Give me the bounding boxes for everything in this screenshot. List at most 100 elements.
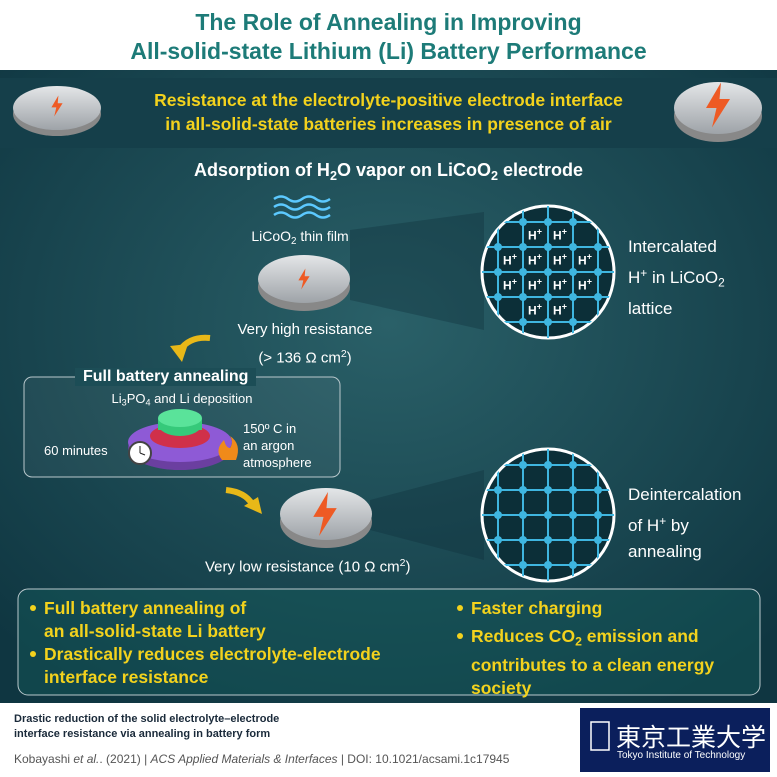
ion-label: H+	[553, 252, 567, 268]
text: Drastically reduces electrolyte-electrod…	[44, 644, 381, 664]
text: PO	[126, 391, 146, 406]
text: )	[405, 558, 411, 576]
title: The Role of Annealing in Improving All-so…	[0, 8, 777, 66]
banner-text: Resistance at the electrolyte-positive e…	[0, 88, 777, 136]
banner-line: Resistance at the electrolyte-positive e…	[154, 90, 623, 110]
lattice-node	[544, 536, 552, 544]
banner-line: in all-solid-state batteries increases i…	[165, 114, 612, 134]
caption: Drastic reduction of the solid electroly…	[14, 712, 279, 742]
summary-left: Full battery annealing of an all-solid-s…	[30, 597, 381, 689]
arrow-head	[244, 497, 262, 514]
deposition: Li3PO4 and Li deposition	[24, 391, 340, 408]
lattice-node	[519, 536, 527, 544]
text: Intercalated	[628, 237, 717, 256]
lattice-node	[569, 511, 577, 519]
subscript: 2	[718, 275, 725, 290]
lattice-node	[519, 243, 527, 251]
lattice-node	[494, 536, 502, 544]
text: ACS Applied Materials & Interfaces	[150, 752, 338, 766]
bullet	[457, 633, 463, 639]
logo-box	[580, 708, 770, 772]
lattice-node	[569, 268, 577, 276]
logo-subtext: Tokyo Institute of Technology	[617, 750, 746, 761]
text: atmosphere	[243, 455, 312, 470]
annealing-title: Full battery annealing	[75, 368, 257, 386]
summary-box	[17, 588, 761, 696]
text: Reduces CO	[471, 626, 576, 646]
intercalated-label: Intercalated H+ in LiCoO2 lattice	[628, 234, 725, 322]
text: LiCoO	[251, 228, 292, 244]
ion-label: H+	[553, 302, 567, 318]
lattice-node	[594, 268, 602, 276]
lattice-node	[544, 293, 552, 301]
superscript: +	[640, 266, 648, 280]
lattice-intercalated: H+ H+H+ H+ H+ H+H+ H+ H+ H+H+ H+	[480, 204, 616, 340]
lattice-node	[494, 511, 502, 519]
text: contributes to a clean energy	[471, 654, 715, 675]
condition: 150º C in an argon atmosphere	[243, 420, 312, 471]
deintercalation-label: Deintercalation of H+ by annealing	[628, 482, 741, 565]
text: emission and	[581, 626, 699, 646]
annealing-device	[128, 409, 238, 470]
text: )	[346, 349, 352, 367]
lattice-node	[494, 243, 502, 251]
text: and Li deposition	[150, 391, 253, 406]
lattice-node	[594, 293, 602, 301]
ion-charge: +	[587, 277, 592, 287]
ion-label: H+	[578, 252, 592, 268]
background	[0, 70, 777, 703]
ion-symbol: H	[553, 279, 562, 293]
subscript: 2	[490, 168, 498, 183]
ion-symbol: H	[528, 279, 537, 293]
ion-charge: +	[512, 277, 517, 287]
ion-symbol: H	[528, 304, 537, 318]
ion-label: H+	[528, 302, 542, 318]
subscript: 2	[291, 235, 297, 247]
duration: 60 minutes	[44, 443, 108, 458]
disc	[674, 82, 762, 142]
lattice-node	[569, 218, 577, 226]
text: electrode	[497, 160, 584, 180]
ion-label: H+	[528, 277, 542, 293]
ion-label: H+	[503, 252, 517, 268]
text: lattice	[628, 298, 673, 318]
ion-charge: +	[562, 277, 567, 287]
ion-symbol: H	[503, 279, 512, 293]
text: | DOI: 10.1021/acsami.1c17945	[337, 752, 510, 766]
subscript: 2	[575, 634, 582, 649]
citation: Kobayashi et al.. (2021) | ACS Applied M…	[14, 752, 509, 766]
ion-charge: +	[537, 252, 542, 262]
ion-symbol: H	[528, 229, 537, 243]
banner-band	[0, 78, 777, 148]
ion-symbol: H	[553, 304, 562, 318]
ion-charge: +	[537, 227, 542, 237]
subscript: 4	[145, 397, 151, 408]
lattice-node	[519, 318, 527, 326]
adsorption-heading: Adsorption of H2O vapor on LiCoO2 electr…	[0, 160, 777, 183]
ion-charge: +	[512, 252, 517, 262]
text: Full battery annealing of	[44, 598, 247, 618]
bullet	[30, 605, 36, 611]
bullet	[457, 605, 463, 611]
lattice-node	[519, 293, 527, 301]
lattice-node	[569, 536, 577, 544]
text: . (2021) |	[99, 752, 151, 766]
lattice-node	[544, 461, 552, 469]
superscript: 2	[340, 348, 347, 360]
text: society	[471, 677, 532, 698]
lattice-node	[569, 461, 577, 469]
title-line: The Role of Annealing in Improving	[195, 9, 582, 35]
ion-symbol: H	[553, 229, 562, 243]
text: Faster charging	[471, 598, 603, 618]
lattice-node	[594, 243, 602, 251]
water-vapor	[273, 195, 331, 219]
text: an all-solid-state Li battery	[44, 621, 266, 641]
zoom-beam	[370, 470, 484, 560]
text: et al.	[73, 752, 100, 766]
lattice-node	[544, 268, 552, 276]
lattice-deintercalated	[480, 447, 616, 583]
lattice-node	[494, 486, 502, 494]
lattice-node	[519, 218, 527, 226]
subscript: 3	[121, 397, 127, 408]
